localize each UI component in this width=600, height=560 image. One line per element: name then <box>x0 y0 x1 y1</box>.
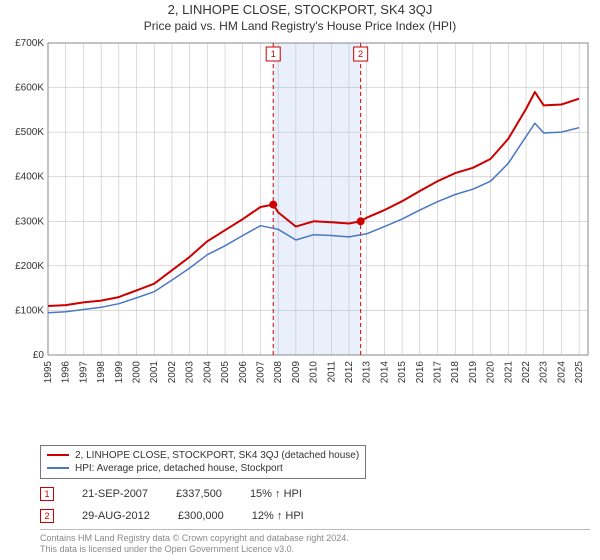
event-price: £300,000 <box>178 510 224 522</box>
price-chart: £0 £100K £200K £300K £400K £500K £600K £700K 199… <box>6 37 594 397</box>
svg-text:£400K: £400K <box>15 172 44 183</box>
svg-text:2006: 2006 <box>238 361 249 384</box>
svg-text:1996: 1996 <box>61 361 72 384</box>
svg-text:2011: 2011 <box>326 361 337 383</box>
license-line2: This data is licensed under the Open Gov… <box>40 544 590 556</box>
svg-text:£700K: £700K <box>15 38 44 49</box>
svg-text:2023: 2023 <box>539 361 550 384</box>
svg-text:2002: 2002 <box>167 361 178 384</box>
event-price: £337,500 <box>176 488 222 500</box>
svg-text:2003: 2003 <box>185 361 196 384</box>
svg-text:2025: 2025 <box>574 361 585 384</box>
svg-text:2022: 2022 <box>521 361 532 384</box>
svg-text:2: 2 <box>358 49 363 59</box>
legend-swatch <box>47 467 69 469</box>
svg-text:£0: £0 <box>33 350 45 361</box>
svg-text:2012: 2012 <box>344 361 355 384</box>
svg-text:£500K: £500K <box>15 127 44 138</box>
event-delta: 12% ↑ HPI <box>252 510 304 522</box>
svg-text:2001: 2001 <box>149 361 160 384</box>
svg-text:2004: 2004 <box>202 361 213 384</box>
svg-text:2013: 2013 <box>362 361 373 384</box>
svg-text:2015: 2015 <box>397 361 408 384</box>
svg-text:2024: 2024 <box>556 361 567 384</box>
event-date: 21-SEP-2007 <box>82 488 148 500</box>
svg-text:2007: 2007 <box>255 361 266 384</box>
legend-entry: 2, LINHOPE CLOSE, STOCKPORT, SK4 3QJ (de… <box>47 449 359 462</box>
svg-text:2019: 2019 <box>468 361 479 384</box>
svg-text:1997: 1997 <box>78 361 89 384</box>
svg-text:2017: 2017 <box>433 361 444 384</box>
event-delta: 15% ↑ HPI <box>250 488 302 500</box>
event-row: 2 29-AUG-2012 £300,000 12% ↑ HPI <box>40 507 590 529</box>
event-date: 29-AUG-2012 <box>82 510 150 522</box>
svg-text:2021: 2021 <box>503 361 514 384</box>
svg-text:2005: 2005 <box>220 361 231 384</box>
legend-box: 2, LINHOPE CLOSE, STOCKPORT, SK4 3QJ (de… <box>40 445 366 479</box>
svg-text:1995: 1995 <box>43 361 54 384</box>
svg-text:2010: 2010 <box>309 361 320 384</box>
svg-text:2016: 2016 <box>415 361 426 384</box>
legend-swatch <box>47 454 69 456</box>
svg-text:£100K: £100K <box>15 305 44 316</box>
svg-text:£600K: £600K <box>15 83 44 94</box>
chart-subtitle: Price paid vs. HM Land Registry's House … <box>0 19 600 33</box>
svg-text:1999: 1999 <box>114 361 125 384</box>
svg-text:£200K: £200K <box>15 261 44 272</box>
svg-text:£300K: £300K <box>15 216 44 227</box>
svg-text:2008: 2008 <box>273 361 284 384</box>
event-marker: 2 <box>40 509 54 523</box>
svg-text:2014: 2014 <box>379 361 390 384</box>
legend-entry: HPI: Average price, detached house, Stoc… <box>47 462 359 475</box>
svg-text:2020: 2020 <box>486 361 497 384</box>
event-rows: 1 21-SEP-2007 £337,500 15% ↑ HPI 2 29-AUG-201… <box>40 485 590 529</box>
svg-text:1: 1 <box>271 49 276 59</box>
event-marker: 1 <box>40 487 54 501</box>
license-line1: Contains HM Land Registry data © Crown c… <box>40 533 590 545</box>
legend-label: HPI: Average price, detached house, Stoc… <box>75 463 283 474</box>
license-text: Contains HM Land Registry data © Crown c… <box>40 529 590 556</box>
svg-text:2009: 2009 <box>291 361 302 384</box>
chart-area: £0 £100K £200K £300K £400K £500K £600K £700K 199… <box>6 37 594 441</box>
svg-text:2000: 2000 <box>132 361 143 384</box>
legend-label: 2, LINHOPE CLOSE, STOCKPORT, SK4 3QJ (de… <box>75 450 359 461</box>
event-row: 1 21-SEP-2007 £337,500 15% ↑ HPI <box>40 485 590 507</box>
svg-text:2018: 2018 <box>450 361 461 384</box>
chart-title-address: 2, LINHOPE CLOSE, STOCKPORT, SK4 3QJ <box>0 2 600 17</box>
svg-text:1998: 1998 <box>96 361 107 384</box>
